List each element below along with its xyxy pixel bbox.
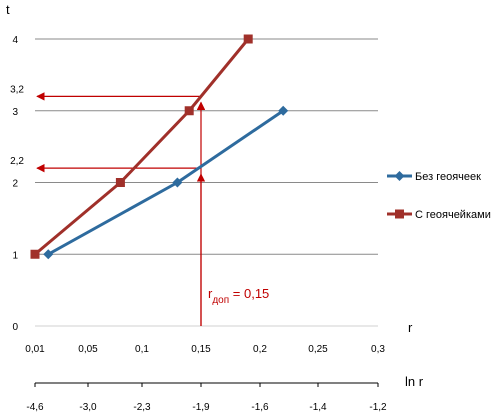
x-tick-label: 0,25 <box>308 344 328 355</box>
y-axis-ticks: 0 1 2 3 4 2,2 3,2 <box>10 35 24 333</box>
y-tick-label: 0 <box>12 322 18 333</box>
y-tick-label: 1 <box>12 250 18 261</box>
ln-axis-tick-label: -1,9 <box>192 402 210 413</box>
y-tick-label: 2 <box>12 179 18 190</box>
x-axis-title: r <box>408 320 413 335</box>
x-tick-label: 0,15 <box>191 344 211 355</box>
ln-axis-tick-label: -2,3 <box>133 402 151 413</box>
ln-axis-tick-label: -1,4 <box>309 402 327 413</box>
annotation-label-main: r <box>208 286 213 301</box>
series-point-2 <box>243 34 253 44</box>
series-point-1 <box>278 105 289 116</box>
legend-marker-2 <box>395 209 404 219</box>
series-lines <box>30 34 289 260</box>
ln-axis-ticks: -4,6 -3,0 -2,3 -1,9 -1,6 -1,4 -1,2 <box>26 382 387 413</box>
series-point-1 <box>43 249 54 260</box>
y-tick-label: 4 <box>12 35 18 46</box>
legend-label-2: С геоячейками <box>415 209 491 221</box>
legend-label-1: Без геоячеек <box>415 171 481 183</box>
ln-axis-title: ln r <box>405 374 424 389</box>
series-point-2 <box>30 249 40 259</box>
y-extra-label: 2,2 <box>10 156 24 167</box>
annotation-label: rдоп = 0,15 <box>208 286 269 306</box>
legend: Без геоячеек С геоячейками <box>387 171 491 221</box>
x-axis-ticks: 0,01 0,05 0,1 0,15 0,2 0,25 0,3 <box>25 344 385 355</box>
x-tick-label: 0,1 <box>135 344 149 355</box>
x-tick-label: 0,05 <box>78 344 98 355</box>
series-line-2 <box>34 38 250 256</box>
ln-axis-tick-label: -1,2 <box>369 402 387 413</box>
annotation-label-sub: доп <box>212 295 229 306</box>
gridlines <box>35 38 378 327</box>
annotation-lines <box>36 92 206 326</box>
series-point-2 <box>184 106 194 116</box>
y-extra-label: 3,2 <box>10 84 24 95</box>
y-axis-title: t <box>6 2 10 17</box>
series-point-1 <box>172 177 183 188</box>
series-point-2 <box>115 178 125 187</box>
y-tick-label: 3 <box>12 107 18 118</box>
x-tick-label: 0,01 <box>25 344 45 355</box>
x-tick-label: 0,3 <box>371 344 385 355</box>
ln-axis-tick-label: -4,6 <box>26 402 44 413</box>
legend-marker-1 <box>394 171 405 181</box>
ln-axis-tick-label: -1,6 <box>251 402 269 413</box>
annotation-label-value: = 0,15 <box>229 286 269 301</box>
ln-axis-tick-label: -3,0 <box>79 402 97 413</box>
x-tick-label: 0,2 <box>253 344 267 355</box>
